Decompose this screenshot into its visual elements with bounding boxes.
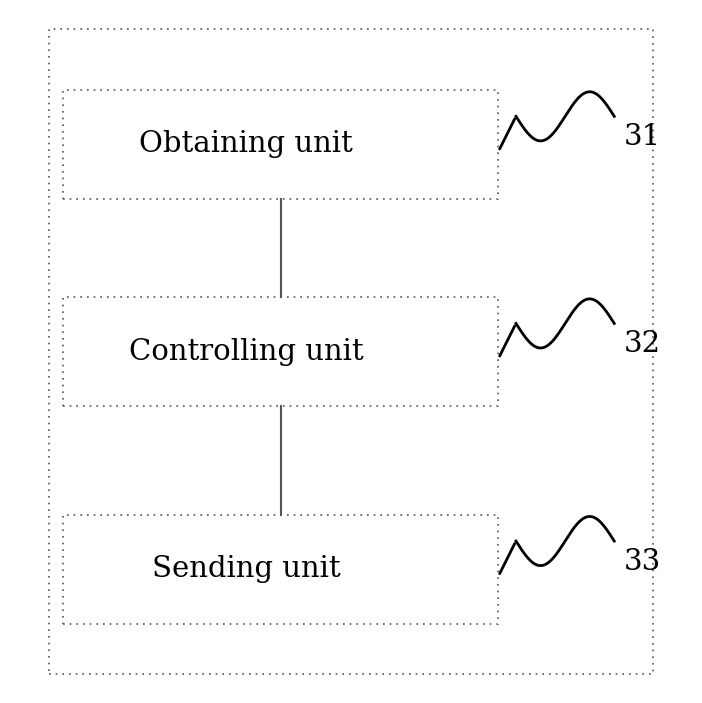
Bar — [63, 515, 498, 624]
Text: 31: 31 — [624, 124, 661, 151]
Bar — [63, 297, 498, 406]
Text: 32: 32 — [624, 330, 661, 359]
Text: Sending unit: Sending unit — [152, 555, 340, 583]
Text: 33: 33 — [623, 548, 661, 576]
Text: Controlling unit: Controlling unit — [128, 337, 364, 366]
Text: Obtaining unit: Obtaining unit — [139, 131, 353, 158]
Bar — [49, 29, 653, 674]
Bar — [63, 90, 498, 199]
